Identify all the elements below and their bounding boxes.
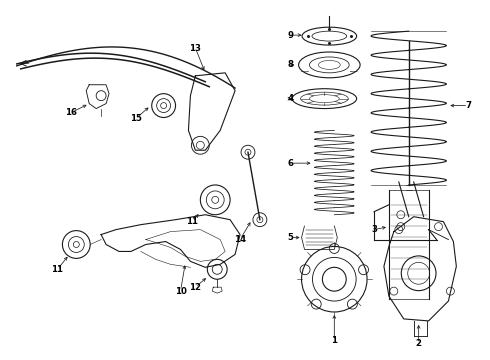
Text: 9: 9: [288, 31, 294, 40]
Text: 1: 1: [331, 336, 337, 345]
Text: 2: 2: [416, 339, 422, 348]
Text: 13: 13: [190, 44, 201, 53]
Text: 10: 10: [174, 287, 186, 296]
Text: 14: 14: [234, 235, 246, 244]
Text: 5: 5: [288, 233, 294, 242]
Text: 16: 16: [65, 108, 77, 117]
Text: 8: 8: [288, 60, 294, 69]
Text: 3: 3: [371, 225, 377, 234]
Text: 6: 6: [288, 159, 294, 168]
Text: 12: 12: [190, 283, 201, 292]
Text: 15: 15: [130, 114, 142, 123]
Text: 11: 11: [186, 217, 198, 226]
Text: 4: 4: [288, 94, 294, 103]
Text: 7: 7: [465, 101, 471, 110]
Text: 11: 11: [51, 265, 64, 274]
